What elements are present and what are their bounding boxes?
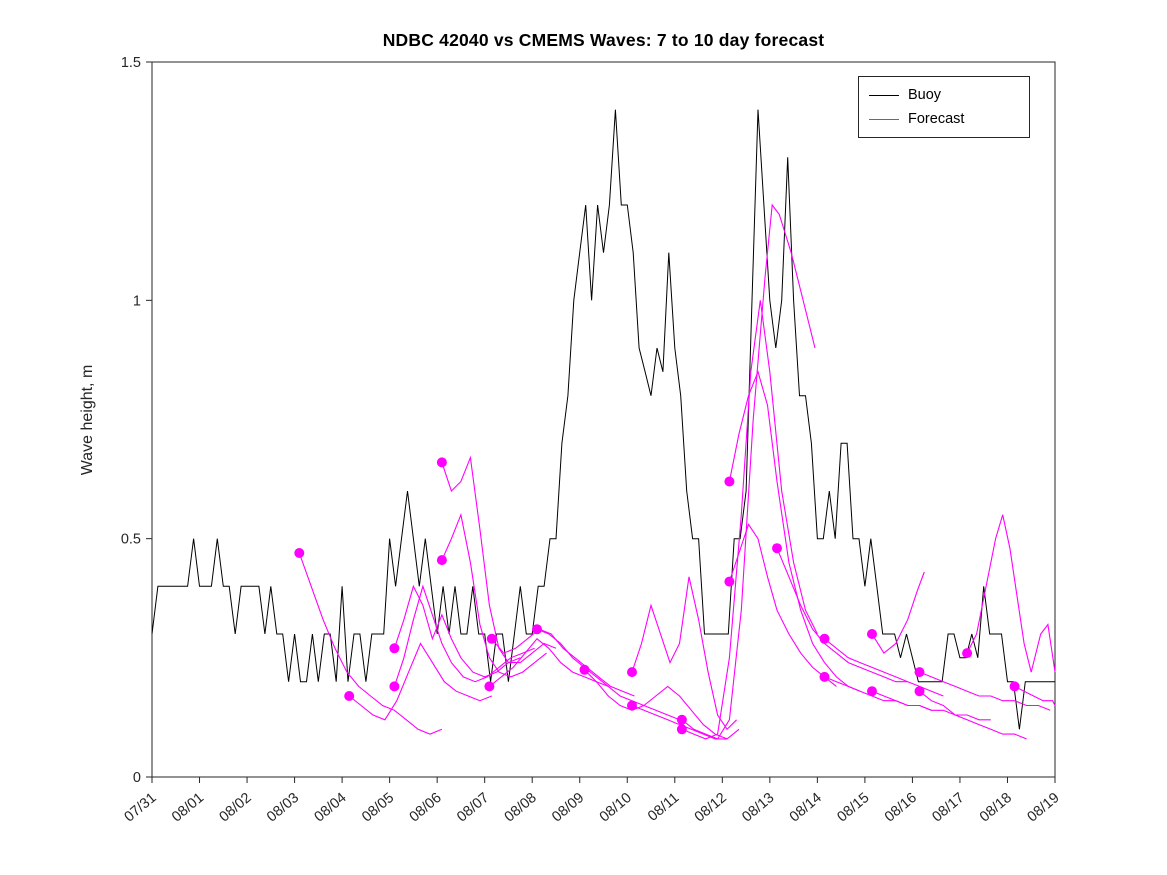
forecast-start-marker [389, 643, 400, 654]
forecast-line-swatch [869, 118, 899, 120]
forecast-run-line [584, 669, 728, 740]
x-tick-label: 08/01 [169, 790, 207, 826]
forecast-start-marker [819, 671, 830, 682]
legend-label-buoy: Buoy [908, 87, 942, 103]
legend-entry-forecast: Forecast [869, 107, 1029, 131]
forecast-start-marker [436, 457, 447, 468]
x-tick-label: 08/02 [217, 790, 255, 826]
x-tick-label: 08/11 [645, 790, 682, 825]
forecast-start-marker [772, 543, 782, 554]
forecast-run-line [536, 628, 680, 721]
forecast-run-line [871, 690, 991, 721]
forecast-run-line [1014, 685, 1056, 706]
forecast-run-line [919, 671, 1051, 711]
forecast-start-marker [914, 686, 925, 697]
forecast-run-line [348, 642, 493, 721]
legend: Buoy Forecast [858, 76, 1030, 138]
forecast-run-line [489, 638, 609, 687]
legend-label-forecast: Forecast [908, 111, 965, 127]
forecast-start-marker [1009, 681, 1020, 692]
forecast-start-marker [819, 633, 830, 644]
forecast-run-line [298, 552, 443, 735]
forecast-run-line [393, 584, 521, 678]
forecast-run-line [441, 455, 557, 664]
x-tick-label: 08/12 [692, 790, 730, 826]
forecast-start-marker [867, 629, 877, 639]
forecast-start-marker [627, 667, 637, 678]
x-tick-label: 07/31 [121, 790, 159, 826]
x-tick-label: 08/18 [977, 790, 1015, 826]
forecast-start-marker [676, 724, 687, 735]
forecast-run-line [631, 576, 737, 731]
forecast-run-line [824, 638, 944, 697]
forecast-start-marker [344, 691, 355, 701]
buoy-series-line [151, 109, 1055, 730]
forecast-start-marker [914, 667, 925, 678]
forecast-start-marker [579, 664, 590, 675]
forecast-run-line [919, 690, 1027, 740]
x-tick-label: 08/19 [1024, 790, 1062, 826]
forecast-start-marker [724, 476, 735, 487]
forecast-start-marker [867, 686, 877, 697]
x-tick-label: 08/09 [549, 790, 587, 826]
x-tick-label: 08/07 [454, 790, 492, 826]
y-tick-label: 0.5 [121, 532, 141, 548]
legend-entry-buoy: Buoy [869, 83, 1029, 107]
forecast-run-line [728, 523, 837, 687]
forecast-start-marker [486, 633, 497, 644]
forecast-run-line [681, 300, 818, 740]
x-tick-label: 08/15 [834, 790, 872, 826]
x-tick-label: 08/03 [264, 790, 302, 826]
x-tick-label: 08/08 [502, 790, 540, 826]
y-tick-label: 1.5 [121, 55, 141, 71]
forecast-start-marker [962, 648, 973, 659]
y-tick-label: 0 [133, 770, 141, 786]
x-tick-label: 08/05 [359, 790, 397, 826]
forecast-run-line [681, 203, 816, 740]
forecast-run-line [728, 370, 861, 692]
x-tick-label: 08/17 [929, 790, 967, 826]
forecast-start-marker [389, 681, 400, 692]
x-tick-label: 08/13 [739, 790, 777, 826]
chart-title: NDBC 42040 vs CMEMS Waves: 7 to 10 day f… [382, 30, 825, 50]
x-tick-label: 08/10 [597, 790, 635, 826]
forecast-start-marker [294, 548, 305, 558]
x-tick-label: 08/06 [407, 790, 445, 826]
forecast-start-marker [532, 624, 542, 635]
forecast-start-marker [724, 576, 735, 587]
forecast-run-line [966, 514, 1056, 673]
forecast-run-line [441, 512, 547, 678]
forecast-run-line [871, 571, 925, 654]
x-tick-label: 08/16 [882, 790, 920, 826]
x-tick-label: 08/14 [787, 790, 825, 826]
forecast-run-line [393, 584, 535, 687]
forecast-start-marker [676, 714, 687, 725]
forecast-start-marker [436, 555, 447, 566]
forecast-start-marker [484, 681, 495, 692]
forecast-start-marker [627, 700, 637, 711]
forecast-run-line [776, 547, 908, 683]
axes-box [151, 61, 1056, 778]
x-tick-label: 08/04 [312, 790, 350, 826]
buoy-line-swatch [869, 94, 899, 96]
forecast-run-line [491, 628, 635, 697]
y-tick-label: 1 [133, 293, 141, 309]
